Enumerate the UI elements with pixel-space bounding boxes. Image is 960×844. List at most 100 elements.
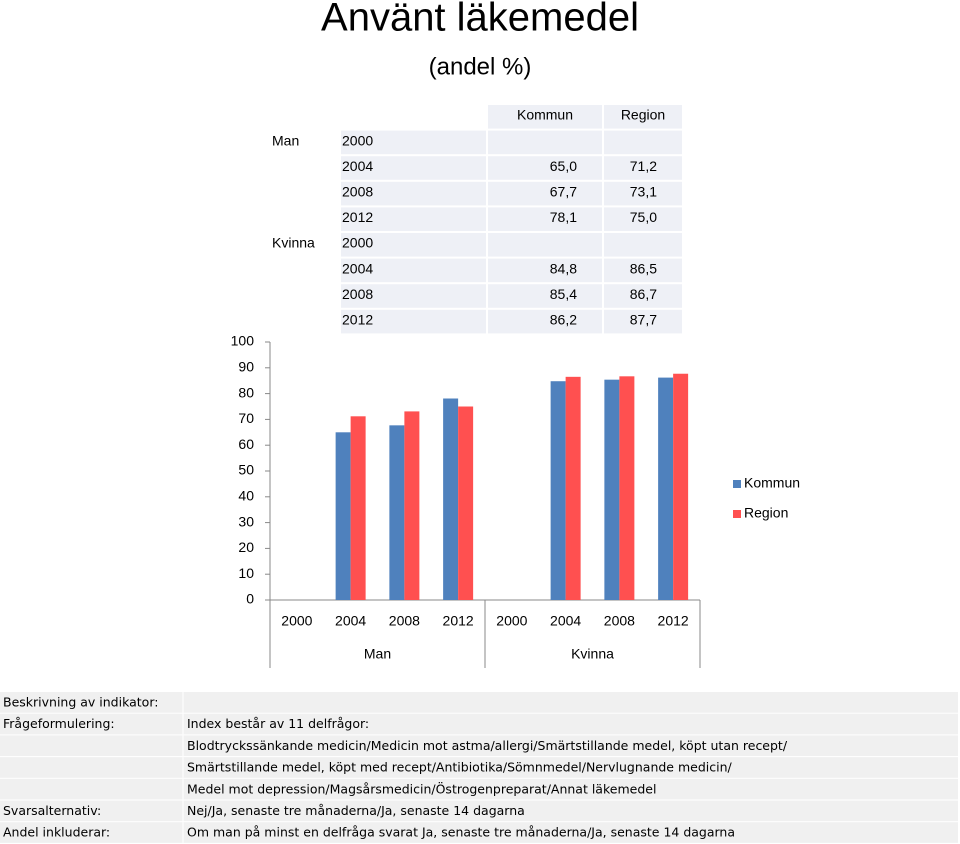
desc-text: Nej/Ja, senaste tre månaderna/Ja, senast…: [187, 803, 525, 818]
table-cell: [341, 181, 486, 206]
desc-row: [0, 757, 958, 778]
table-cell-text: 87,7: [630, 312, 657, 328]
table-cell-text: 2004: [342, 158, 373, 174]
table-cell: [604, 309, 682, 334]
desc-text: Medel mot depression/Magsårsmedicin/Östr…: [187, 780, 656, 796]
table-cell: [488, 105, 602, 129]
chart-subtitle: (andel %): [429, 53, 532, 80]
table-cell-text: 2000: [342, 132, 373, 148]
table-cell: [341, 233, 486, 257]
table-cell: [604, 130, 682, 155]
y-tick-label: 90: [238, 359, 254, 375]
y-tick-label: 70: [238, 410, 254, 426]
x-tick-label: 2012: [443, 613, 474, 629]
desc-row: [0, 735, 958, 757]
table-cell: [604, 233, 682, 257]
x-tick-label: 2000: [281, 613, 312, 629]
table-cell: [488, 233, 602, 257]
desc-row: [0, 778, 958, 800]
table-cell-text: 2008: [342, 184, 373, 200]
desc-label: Andel inkluderar:: [3, 825, 110, 840]
y-tick-label: 100: [231, 333, 255, 349]
table-cell-text: 2012: [342, 209, 373, 225]
table-cell-text: 86,5: [630, 260, 657, 276]
bar: [458, 406, 474, 600]
table-cell: [488, 207, 602, 231]
group-label: Man: [364, 646, 391, 662]
table-cell: [488, 258, 602, 283]
table-cell-text: Man: [272, 132, 299, 148]
legend-swatch: [733, 510, 741, 518]
group-label: Kvinna: [571, 646, 614, 662]
y-tick-label: 80: [238, 384, 254, 400]
desc-label: Svarsalternativ:: [3, 803, 101, 818]
y-tick-label: 30: [238, 513, 254, 529]
x-tick-label: 2000: [496, 613, 527, 629]
desc-text: Index består av 11 delfrågor:: [187, 716, 369, 731]
table-cell: [488, 156, 602, 180]
legend-swatch: [733, 480, 741, 488]
table-cell-text: 85,4: [550, 286, 577, 302]
x-tick-label: 2008: [389, 613, 420, 629]
table-cell-text: 84,8: [550, 260, 577, 276]
bar: [565, 376, 581, 600]
bar: [443, 398, 459, 600]
table-cell: [604, 156, 682, 180]
table-cell: [341, 130, 486, 155]
desc-text: Smärtstillande medel, köpt med recept/An…: [187, 760, 733, 775]
legend-label: Kommun: [744, 475, 800, 491]
bar: [389, 425, 405, 600]
table-cell: [604, 207, 682, 231]
legend-label: Region: [744, 505, 788, 521]
table-cell: [341, 284, 486, 308]
y-tick-label: 0: [246, 591, 254, 607]
y-tick-label: 40: [238, 488, 254, 504]
table-cell-text: 71,2: [630, 158, 657, 174]
y-tick-label: 20: [238, 539, 254, 555]
bar: [619, 376, 635, 600]
table-cell-text: 2008: [342, 286, 373, 302]
desc-label: Frågeformulering:: [3, 716, 115, 731]
table-header: Kommun: [517, 107, 573, 123]
table-cell-text: Kvinna: [272, 235, 315, 251]
desc-text: Om man på minst en delfråga svarat Ja, s…: [187, 825, 735, 840]
desc-row: [0, 692, 958, 713]
table-cell-text: 73,1: [630, 184, 657, 200]
desc-row: [0, 713, 958, 735]
bar: [350, 416, 366, 600]
table-cell-text: 2012: [342, 312, 373, 328]
x-tick-label: 2008: [604, 613, 635, 629]
chart-title: Använt läkemedel: [321, 0, 639, 40]
table-cell-text: 2000: [342, 235, 373, 251]
x-tick-label: 2004: [550, 613, 581, 629]
y-tick-label: 10: [238, 565, 254, 581]
table-cell-text: 86,7: [630, 286, 657, 302]
table-header: Region: [621, 107, 665, 123]
table-cell-text: 78,1: [550, 209, 577, 225]
bar: [658, 377, 674, 600]
table-cell: [604, 258, 682, 283]
desc-row: [0, 822, 958, 843]
y-tick-label: 50: [238, 462, 254, 478]
table-cell: [488, 309, 602, 334]
table-cell-text: 65,0: [550, 158, 577, 174]
bar: [404, 411, 420, 600]
table-cell: [341, 156, 486, 180]
desc-text: Blodtryckssänkande medicin/Medicin mot a…: [187, 738, 788, 753]
x-tick-label: 2004: [335, 613, 366, 629]
table-cell-text: 67,7: [550, 184, 577, 200]
y-tick-label: 60: [238, 436, 254, 452]
desc-label: Beskrivning av indikator:: [3, 695, 158, 710]
x-tick-label: 2012: [658, 613, 689, 629]
table-cell: [341, 258, 486, 283]
table-cell-text: 86,2: [550, 312, 577, 328]
table-cell: [604, 181, 682, 206]
bar: [335, 432, 351, 600]
table-cell: [488, 181, 602, 206]
table-cell: [341, 309, 486, 334]
desc-row: [0, 800, 958, 822]
bar: [673, 373, 689, 600]
table-cell-text: 2004: [342, 260, 373, 276]
table-cell: [604, 105, 682, 129]
